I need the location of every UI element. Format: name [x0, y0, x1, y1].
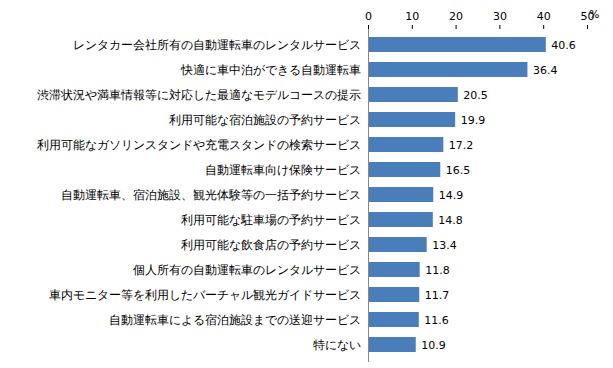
- svg-text:車内モニター等を利用したバーチャル観光ガイドサービス: 車内モニター等を利用したバーチャル観光ガイドサービス: [49, 288, 361, 302]
- svg-text:30: 30: [493, 10, 507, 23]
- svg-text:14.8: 14.8: [438, 214, 463, 227]
- svg-text:40: 40: [537, 10, 551, 23]
- svg-text:11.7: 11.7: [425, 289, 450, 302]
- svg-text:自動運転車向け保険サービス: 自動運転車向け保険サービス: [205, 163, 361, 177]
- svg-text:11.8: 11.8: [425, 264, 450, 277]
- svg-text:利用可能な宿泊施設の予約サービス: 利用可能な宿泊施設の予約サービス: [169, 113, 361, 127]
- svg-text:36.4: 36.4: [533, 64, 558, 77]
- svg-text:10: 10: [405, 10, 419, 23]
- svg-text:20.5: 20.5: [463, 89, 488, 102]
- svg-text:レンタカー会社所有の自動運転車のレンタルサービス: レンタカー会社所有の自動運転車のレンタルサービス: [73, 38, 361, 52]
- svg-text:50: 50: [580, 9, 595, 23]
- svg-text:13.4: 13.4: [432, 239, 457, 252]
- svg-text:40.6: 40.6: [551, 39, 576, 52]
- svg-text:利用可能なガソリンスタンドや充電スタンドの検索サービス: 利用可能なガソリンスタンドや充電スタンドの検索サービス: [37, 138, 361, 152]
- svg-text:快適に車中泊ができる自動運転車: 快適に車中泊ができる自動運転車: [180, 63, 361, 77]
- svg-text:19.9: 19.9: [461, 114, 486, 127]
- svg-text:10.9: 10.9: [421, 339, 446, 352]
- svg-text:%: %: [589, 8, 599, 21]
- svg-text:自動運転車、宿泊施設、観光体験等の一括予約サービス: 自動運転車、宿泊施設、観光体験等の一括予約サービス: [61, 188, 361, 202]
- svg-text:渋滞状況や満車情報等に対応した最適なモデルコースの提示: 渋滞状況や満車情報等に対応した最適なモデルコースの提示: [37, 88, 361, 102]
- svg-text:特にない: 特にない: [313, 338, 361, 352]
- svg-text:0: 0: [365, 10, 372, 23]
- svg-text:個人所有の自動運転車のレンタルサービス: 個人所有の自動運転車のレンタルサービス: [133, 263, 361, 277]
- svg-text:利用可能な駐車場の予約サービス: 利用可能な駐車場の予約サービス: [181, 213, 361, 227]
- svg-text:11.6: 11.6: [424, 314, 449, 327]
- svg-text:16.5: 16.5: [446, 164, 471, 177]
- svg-text:利用可能な飲食店の予約サービス: 利用可能な飲食店の予約サービス: [181, 238, 361, 252]
- svg-text:自動運転車による宿泊施設までの送迎サービス: 自動運転車による宿泊施設までの送迎サービス: [109, 313, 361, 327]
- svg-text:14.9: 14.9: [439, 189, 464, 202]
- svg-text:20: 20: [449, 10, 463, 23]
- svg-text:17.2: 17.2: [449, 139, 474, 152]
